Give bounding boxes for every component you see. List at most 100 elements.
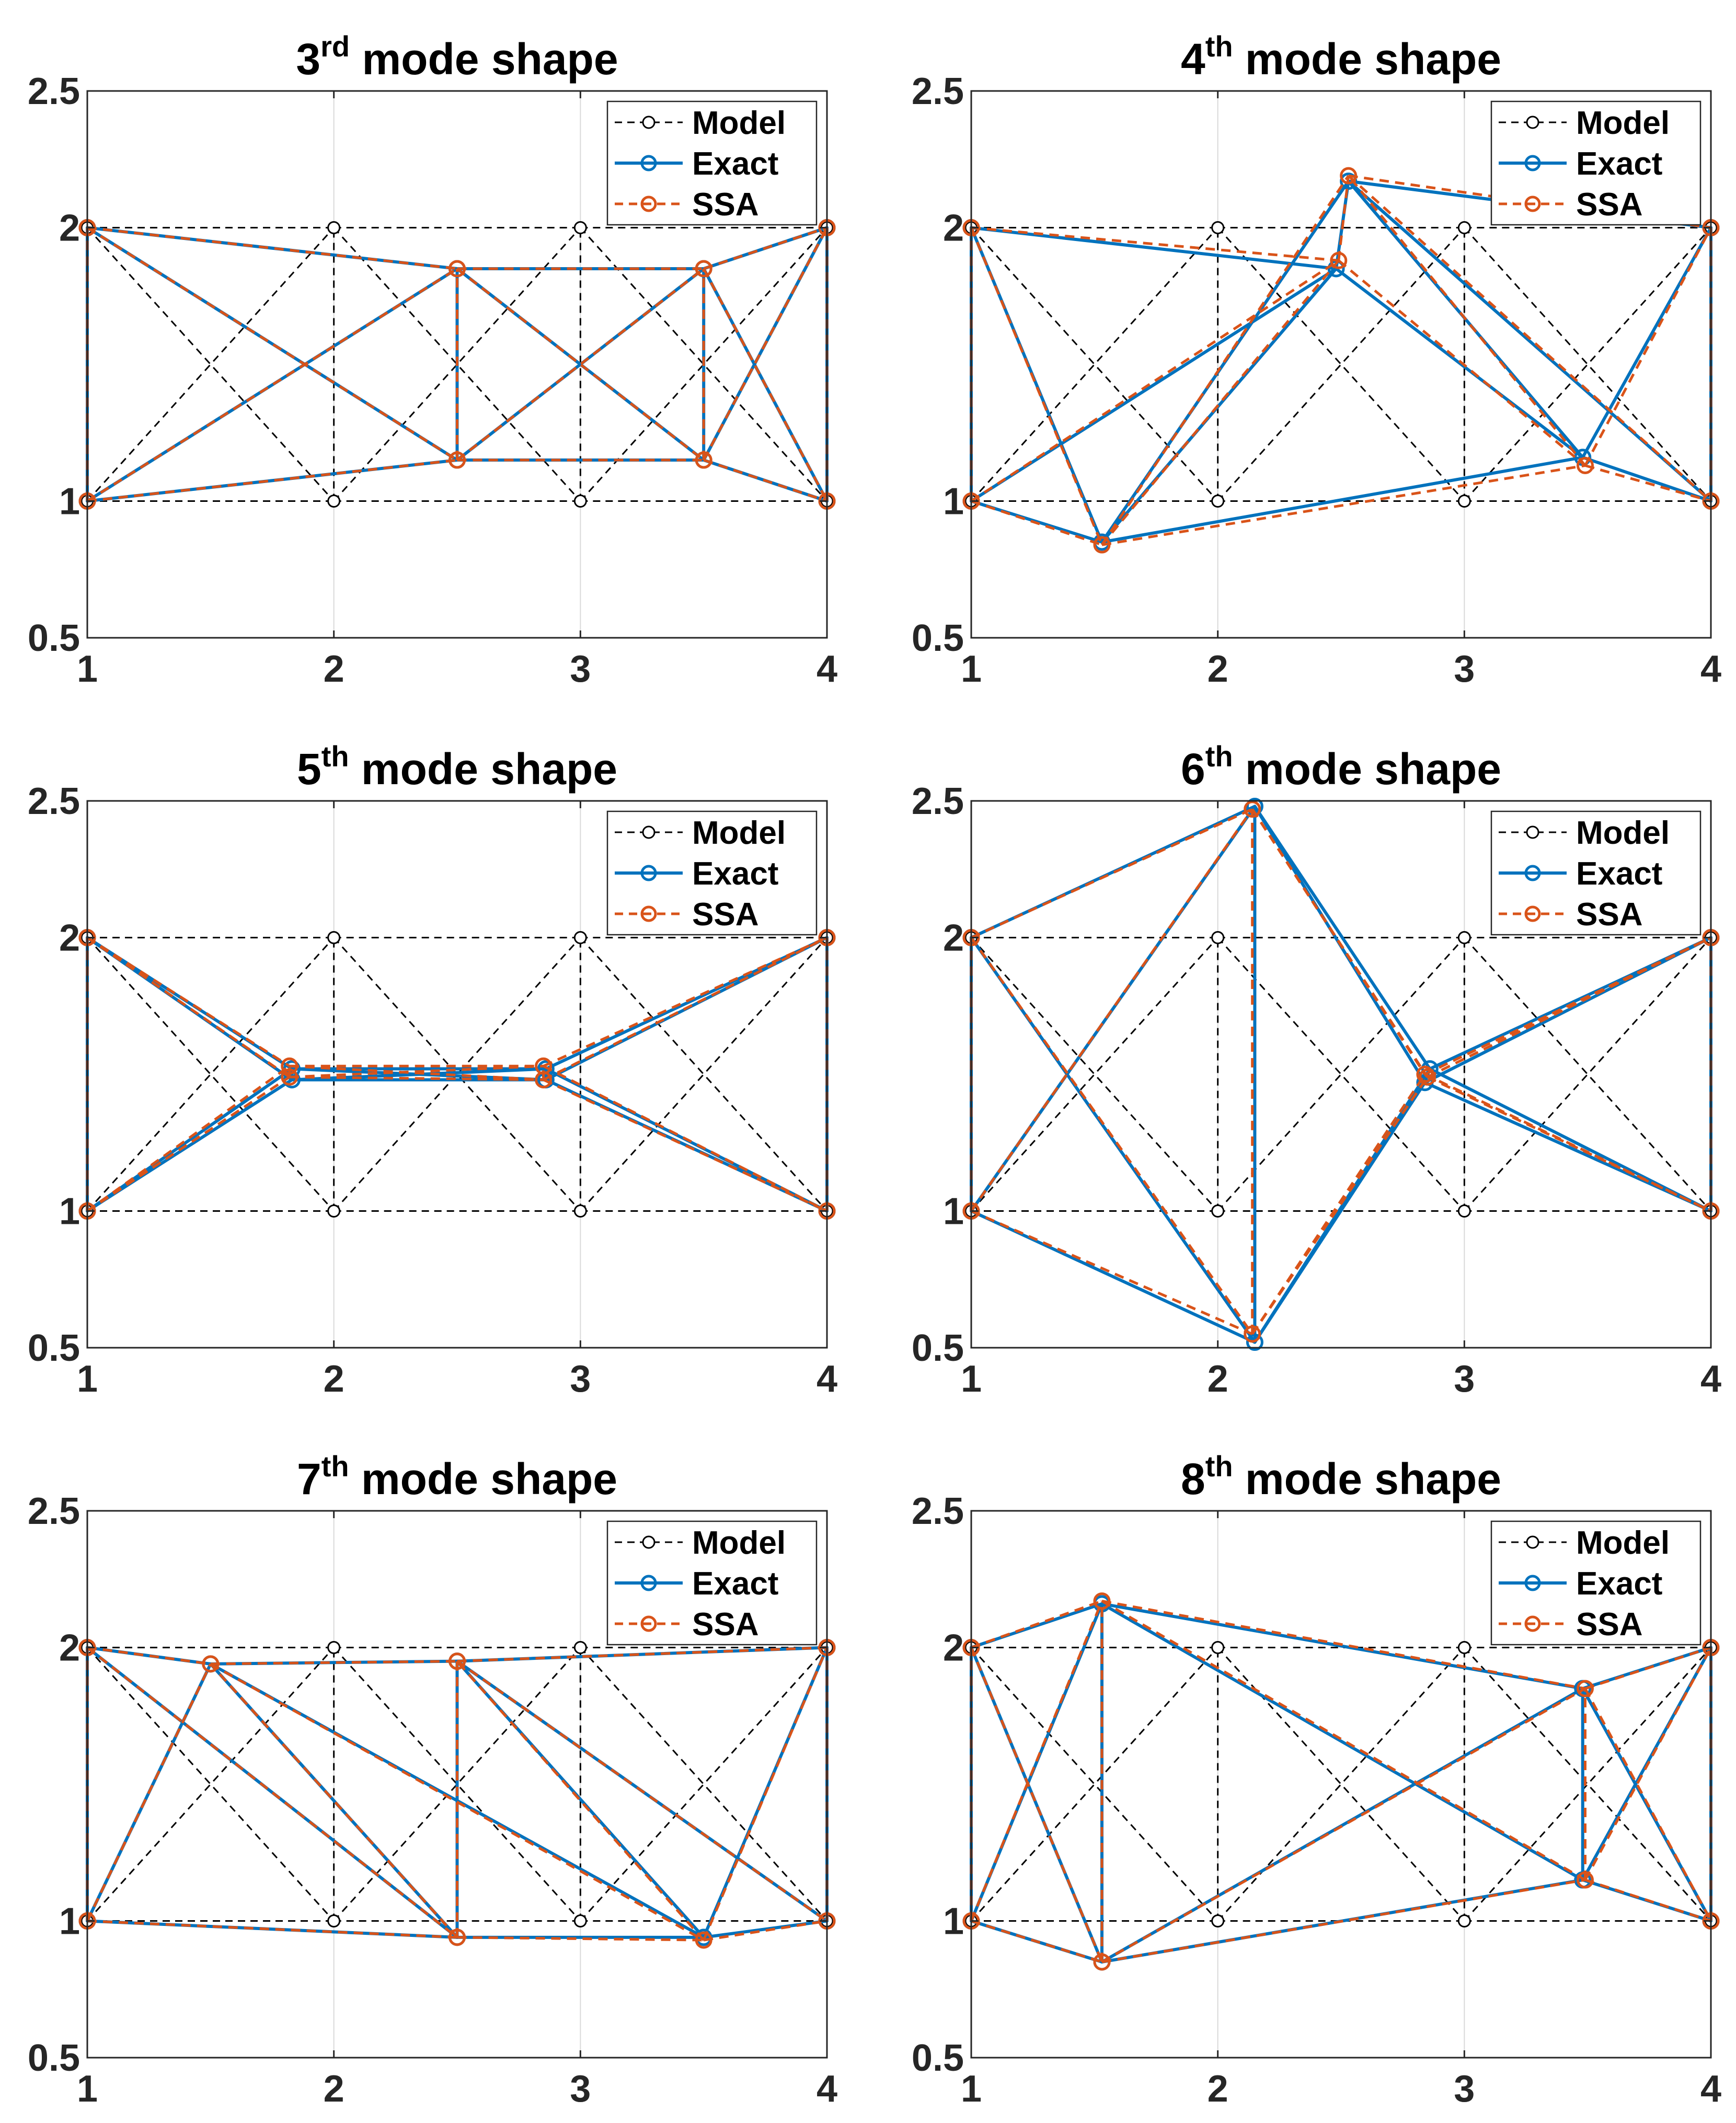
model-member bbox=[580, 937, 828, 1212]
x-tick-label: 3 bbox=[570, 2068, 591, 2110]
ssa-member bbox=[1101, 464, 1585, 546]
y-tick-label: 1 bbox=[943, 481, 964, 523]
ssa-member bbox=[1584, 1647, 1712, 1881]
legend: Model Exact SSA bbox=[1490, 810, 1701, 936]
x-tick-label: 1 bbox=[77, 1358, 98, 1400]
exact-member bbox=[1253, 805, 1432, 1071]
legend-label: Model bbox=[1576, 105, 1670, 141]
ssa-node bbox=[1093, 1592, 1111, 1610]
title-superscript: th bbox=[321, 740, 349, 773]
model-node bbox=[1457, 1641, 1471, 1654]
legend-marker bbox=[1526, 1535, 1539, 1549]
model-node bbox=[1457, 1204, 1471, 1218]
legend-label: Exact bbox=[692, 146, 778, 182]
model-node bbox=[573, 1914, 587, 1927]
legend-label: SSA bbox=[1576, 897, 1642, 933]
title-text: mode shape bbox=[349, 1454, 617, 1504]
ssa-member bbox=[86, 1065, 291, 1212]
legend-label: Exact bbox=[1576, 1566, 1662, 1602]
legend-marker bbox=[1524, 155, 1541, 171]
chart-title: 6th mode shape bbox=[1181, 740, 1501, 794]
model-node bbox=[1211, 1204, 1225, 1218]
ssa-member bbox=[543, 1065, 828, 1212]
exact-member bbox=[1423, 936, 1712, 1084]
exact-member bbox=[1100, 1602, 1584, 1882]
legend-marker bbox=[640, 196, 657, 212]
y-tick-label: 2 bbox=[59, 917, 80, 959]
model-member bbox=[580, 227, 828, 502]
ssa-member bbox=[970, 227, 1103, 546]
legend-label: Model bbox=[692, 105, 786, 141]
ssa-node bbox=[695, 260, 712, 278]
x-tick-label: 2 bbox=[324, 648, 344, 690]
model-node bbox=[1211, 221, 1225, 234]
legend-label: SSA bbox=[692, 897, 758, 933]
axes-frame bbox=[970, 800, 1712, 1349]
model-node bbox=[327, 1204, 341, 1218]
exact-member bbox=[702, 1919, 829, 1939]
ssa-member bbox=[1584, 464, 1711, 502]
axes-frame bbox=[86, 800, 828, 1349]
model-member bbox=[86, 1647, 335, 1922]
model-node bbox=[1457, 495, 1471, 508]
chart-title: 3rd mode shape bbox=[296, 30, 618, 84]
legend-label: SSA bbox=[1576, 1606, 1642, 1643]
legend-marker bbox=[1526, 116, 1539, 129]
y-tick-label: 0.5 bbox=[912, 1327, 964, 1369]
model-node bbox=[1457, 1914, 1471, 1927]
ssa-member bbox=[1251, 1073, 1426, 1335]
model-member bbox=[333, 937, 581, 1212]
y-tick-label: 0.5 bbox=[28, 617, 80, 659]
model-node bbox=[573, 931, 587, 944]
y-tick-label: 2 bbox=[59, 208, 80, 249]
axes-frame bbox=[970, 1510, 1712, 2059]
x-tick-label: 1 bbox=[961, 1358, 982, 1400]
y-tick-label: 2.5 bbox=[912, 1490, 964, 1532]
y-tick-label: 0.5 bbox=[912, 617, 964, 659]
legend-marker bbox=[642, 825, 656, 839]
title-ordinal: 7 bbox=[297, 1454, 321, 1504]
title-superscript: th bbox=[321, 1450, 349, 1483]
ssa-member bbox=[1337, 175, 1350, 261]
ssa-member bbox=[1584, 1688, 1712, 1922]
y-tick-label: 2.5 bbox=[912, 71, 964, 112]
ssa-member bbox=[1584, 1646, 1711, 1690]
legend-label: Model bbox=[692, 815, 786, 851]
model-member bbox=[580, 1647, 828, 1922]
exact-member bbox=[455, 1659, 706, 1939]
y-tick-label: 1 bbox=[943, 1901, 964, 1943]
ssa-node bbox=[281, 1068, 298, 1086]
ssa-member bbox=[702, 268, 829, 502]
ssa-member bbox=[1251, 808, 1429, 1078]
ssa-member bbox=[971, 1600, 1102, 1649]
exact-member bbox=[1100, 455, 1584, 544]
model-node bbox=[327, 221, 341, 234]
legend-label: Exact bbox=[692, 1566, 778, 1602]
model-member bbox=[86, 227, 335, 502]
title-superscript: th bbox=[1205, 1450, 1233, 1483]
exact-member bbox=[455, 1646, 829, 1663]
axes-frame bbox=[970, 90, 1712, 639]
title-text: mode shape bbox=[1233, 35, 1501, 84]
ssa-member bbox=[1101, 1600, 1585, 1690]
title-ordinal: 8 bbox=[1181, 1454, 1205, 1504]
y-tick-label: 1 bbox=[943, 1191, 964, 1233]
ssa-member bbox=[1101, 1687, 1586, 1964]
ssa-node bbox=[449, 1929, 466, 1946]
chart-title: 5th mode shape bbox=[297, 740, 617, 794]
ssa-member bbox=[86, 267, 458, 502]
ssa-node bbox=[1576, 1680, 1594, 1697]
model-member bbox=[86, 1647, 335, 1922]
ssa-member bbox=[702, 1647, 829, 1941]
chart-title: 4th mode shape bbox=[1181, 30, 1501, 84]
model-node bbox=[327, 1641, 341, 1654]
exact-member bbox=[1423, 1081, 1712, 1213]
ssa-member bbox=[971, 226, 1339, 262]
model-member bbox=[86, 937, 335, 1212]
model-member bbox=[333, 227, 581, 502]
x-tick-label: 1 bbox=[961, 648, 982, 690]
model-node bbox=[1457, 931, 1471, 944]
title-ordinal: 6 bbox=[1181, 744, 1205, 794]
